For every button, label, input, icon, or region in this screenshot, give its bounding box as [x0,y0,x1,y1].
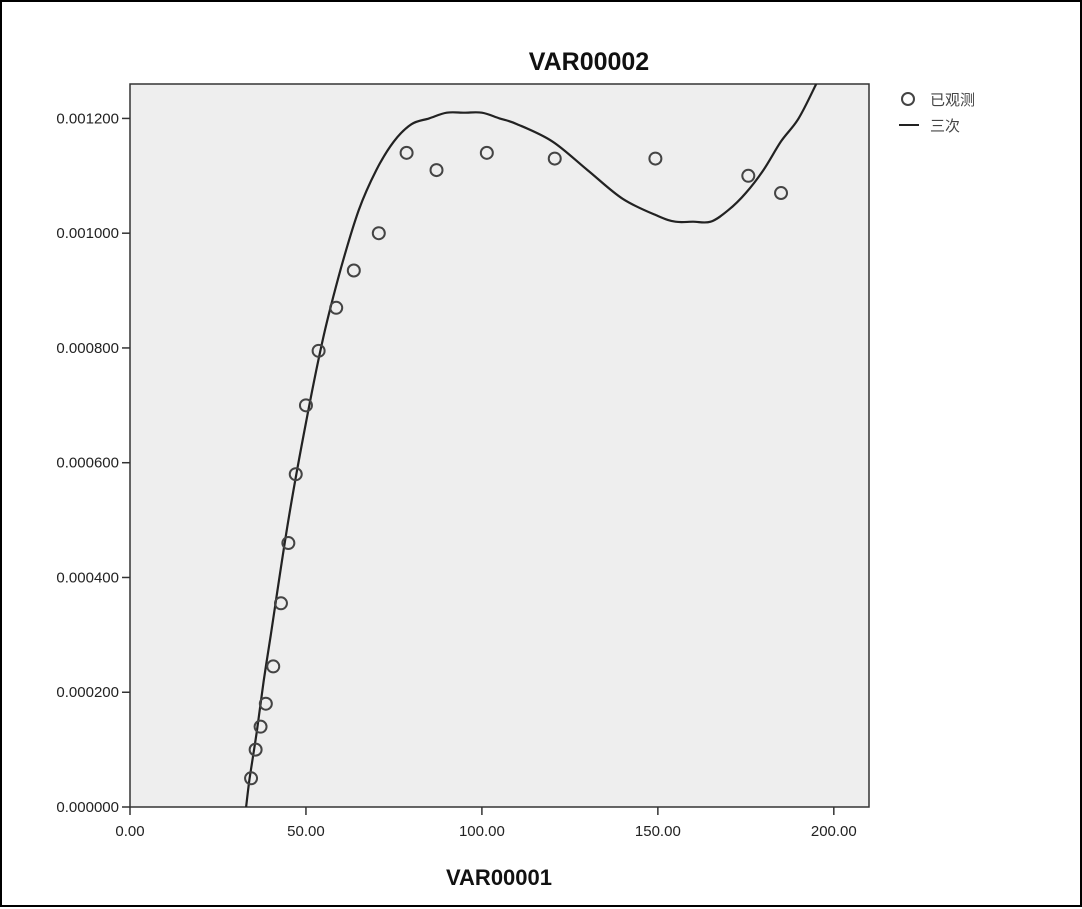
observed-point [281,536,296,551]
legend-label-observed: 已观测 [930,91,975,109]
x-axis-title: VAR00001 [446,865,552,890]
y-tick-label: 0.001200 [56,110,119,127]
observed-point [547,151,562,166]
observed-point [741,168,756,183]
fit-curve-layer [245,84,818,807]
y-tick-label: 0.000600 [56,455,119,472]
observed-point [253,719,268,734]
observed-point [371,226,386,241]
observed-point [288,467,303,482]
cubic-fit-line [245,84,818,807]
legend-marker-observed [901,92,915,106]
observed-point [273,596,288,611]
x-tick-label: 0.00 [115,823,144,840]
plot-area [129,83,870,808]
observed-point [311,343,326,358]
observed-point [648,151,663,166]
observed-point [266,659,281,674]
observed-point [429,163,444,178]
x-tick-label: 100.00 [459,823,505,840]
observed-point [298,398,313,413]
legend-label-cubic: 三次 [930,117,960,135]
x-tick-label: 200.00 [811,823,857,840]
y-tick-label: 0.000200 [56,684,119,701]
observed-point [774,186,789,201]
x-tick-label: 50.00 [287,823,325,840]
y-tick-label: 0.000000 [56,799,119,816]
legend: 已观测 三次 [899,91,975,135]
observed-point [244,771,259,786]
observed-point [346,263,361,278]
observed-point [399,145,414,160]
y-axis: 0.000000 0.000200 0.000400 0.000600 0.000800… [56,110,130,816]
chart-title: VAR00002 [529,48,649,76]
y-tick-label: 0.000400 [56,569,119,586]
observed-point [248,742,263,757]
x-tick-label: 150.00 [635,823,681,840]
observed-points-layer [244,145,789,786]
x-axis: 0.00 50.00 100.00 150.00 200.00 [115,807,857,840]
y-tick-label: 0.001000 [56,225,119,242]
observed-point [479,145,494,160]
y-tick-label: 0.000800 [56,340,119,357]
observed-point [258,696,273,711]
observed-point [329,300,344,315]
